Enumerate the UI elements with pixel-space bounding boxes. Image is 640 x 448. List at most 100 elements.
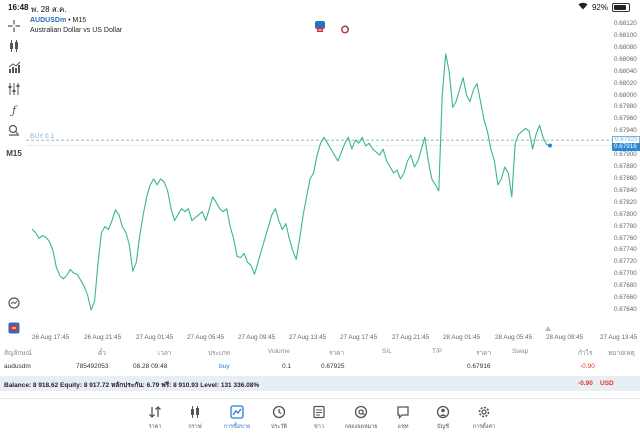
function-icon[interactable]: ƒ — [11, 103, 17, 117]
position-row[interactable]: audusdm 785492053 08.28 09:48 buy 0.1 0.… — [0, 359, 640, 374]
x-tick-label: 26 Aug 21:45 — [84, 334, 122, 341]
nav-settings[interactable]: การตั้งค่า — [463, 405, 505, 431]
x-tick-label: 28 Aug 01:45 — [443, 334, 481, 341]
table-header-cell[interactable]: T/P — [432, 348, 443, 355]
chart-toolbar: ƒ M15 — [0, 14, 26, 344]
settings-icon — [463, 405, 505, 421]
y-tick-label: 0.67800 — [614, 210, 637, 218]
wifi-icon — [578, 2, 588, 12]
nav-settings-label: การตั้งค่า — [472, 424, 496, 430]
y-tick-label: 0.67980 — [614, 103, 637, 111]
nav-chart-label: กราฟ — [188, 424, 202, 430]
x-tick-label: 27 Aug 13:45 — [600, 334, 638, 341]
y-tick-label: 0.68020 — [614, 79, 637, 87]
y-tick-label: 0.67860 — [614, 174, 637, 182]
bottom-navigation: ราคา กราฟ การซื้อขาย ประวัติ ข่าว กล่องจ… — [0, 398, 640, 448]
y-tick-label: 0.67680 — [614, 282, 637, 290]
cell-ticket: 785492053 — [76, 363, 109, 370]
sell-quick-button[interactable] — [315, 21, 325, 32]
nav-news-label: ข่าว — [314, 424, 324, 430]
table-header-cell[interactable]: หมายเหตุ — [608, 350, 635, 357]
y-tick-label: 0.68080 — [614, 43, 637, 51]
nav-chart[interactable]: กราฟ — [174, 405, 216, 431]
y-tick-label: 0.67760 — [614, 234, 637, 242]
y-tick-label: 0.67840 — [614, 186, 637, 194]
table-header-cell[interactable]: ราคา — [476, 350, 492, 357]
x-tick-label: 27 Aug 09:45 — [238, 334, 276, 341]
nav-account-label: บัญชี — [437, 424, 449, 430]
cell-time: 08.28 09:48 — [133, 363, 168, 370]
nav-history[interactable]: ประวัติ — [258, 405, 300, 431]
mailbox-icon — [340, 405, 382, 421]
nav-quotes[interactable]: ราคา — [134, 405, 176, 431]
last-price-point — [548, 143, 552, 148]
crosshair-icon[interactable] — [6, 18, 22, 34]
table-header-cell[interactable]: ราคา — [329, 350, 345, 357]
nav-trade[interactable]: การซื้อขาย — [216, 405, 258, 431]
y-tick-label: 0.67880 — [614, 163, 637, 170]
y-tick-label: 0.68060 — [614, 55, 637, 63]
balance-currency: USD — [600, 380, 614, 387]
battery-icon — [612, 2, 630, 12]
symbol-description: Australian Dollar vs US Dollar — [30, 27, 123, 34]
nav-chat[interactable]: แชท — [382, 405, 424, 431]
table-header-cell[interactable]: เวลา — [158, 350, 172, 357]
nav-quotes-label: ราคา — [148, 424, 162, 430]
y-tick-label: 0.68000 — [614, 91, 637, 99]
y-tick-label: 0.67660 — [614, 294, 637, 302]
table-header-cell[interactable]: กำไร — [578, 350, 593, 357]
y-tick-label: 0.67940 — [614, 127, 637, 135]
y-tick-label: 0.67780 — [614, 222, 637, 230]
table-header-cell[interactable]: Volume — [268, 348, 290, 355]
positions-table-header: สัญลักษณ์ ตั๋ว เวลา ประเภท Volume ราคา S/L T/P ร… — [0, 344, 640, 359]
status-time: 16:48 — [8, 3, 29, 12]
nav-account[interactable]: บัญชี — [422, 405, 464, 431]
chat-icon — [382, 405, 424, 421]
nav-mailbox[interactable]: กล่องจดหมาย — [340, 405, 382, 431]
y-tick-label: 0.67700 — [614, 270, 637, 278]
buy-quick-button[interactable] — [340, 21, 350, 34]
balance-profit: -0.90 — [578, 380, 593, 387]
y-tick-label: 0.67720 — [614, 258, 637, 266]
objects-icon[interactable] — [6, 122, 22, 138]
timeframe-button[interactable]: M15 — [6, 148, 22, 158]
settings-sliders-icon[interactable] — [6, 81, 22, 97]
cell-profit: -0.90 — [580, 363, 595, 370]
x-tick-label: 27 Aug 01:45 — [136, 334, 174, 341]
x-tick-label: 27 Aug 05:45 — [187, 334, 225, 341]
nav-news[interactable]: ข่าว — [298, 405, 340, 431]
y-tick-label: 0.68100 — [614, 31, 637, 39]
table-header-cell[interactable]: สัญลักษณ์ — [4, 350, 32, 357]
history-icon — [258, 405, 300, 421]
x-tick-label: 28 Aug 09:45 — [546, 334, 584, 341]
table-header-cell[interactable]: ตั๋ว — [98, 350, 106, 357]
x-tick-label: 28 Aug 05:45 — [495, 334, 533, 341]
table-header-cell[interactable]: S/L — [382, 348, 392, 355]
price-chart[interactable]: BUY 0.1 — [26, 14, 612, 332]
account-icon — [422, 405, 464, 421]
indicators-icon[interactable] — [6, 60, 22, 76]
table-header-cell[interactable]: Swap — [512, 348, 529, 355]
y-tick-label: 0.67960 — [614, 115, 637, 123]
chart-icon — [174, 405, 216, 421]
y-tick-label: 0.67740 — [614, 246, 637, 254]
chart-type-icon[interactable] — [6, 38, 22, 54]
symbol-name[interactable]: AUDUSDm — [30, 17, 67, 24]
table-header-cell[interactable]: ประเภท — [208, 350, 230, 357]
y-tick-label: 0.68040 — [614, 67, 637, 75]
cell-price: 0.67916 — [467, 363, 491, 370]
price-series-line-0 — [31, 53, 551, 311]
x-tick-label: 26 Aug 17:45 — [32, 334, 70, 341]
cell-type: buy — [219, 363, 230, 370]
position-line-label: BUY 0.1 — [30, 133, 54, 140]
news-icon — [298, 405, 340, 421]
one-click-trading-icon[interactable] — [6, 320, 22, 336]
chart-shift-marker[interactable] — [545, 326, 551, 331]
symbol-info: AUDUSDm • M15 Australian Dollar vs US Do… — [30, 16, 122, 36]
y-tick-label: 0.67900 — [614, 151, 637, 159]
y-tick-label: 0.68120 — [614, 20, 637, 27]
zoom-icon[interactable] — [6, 295, 22, 311]
balance-text: Balance: 8 918.62 Equity: 8 917.72 หลักป… — [4, 382, 260, 389]
cell-volume: 0.1 — [282, 363, 292, 370]
x-tick-label: 27 Aug 13:45 — [289, 334, 327, 341]
